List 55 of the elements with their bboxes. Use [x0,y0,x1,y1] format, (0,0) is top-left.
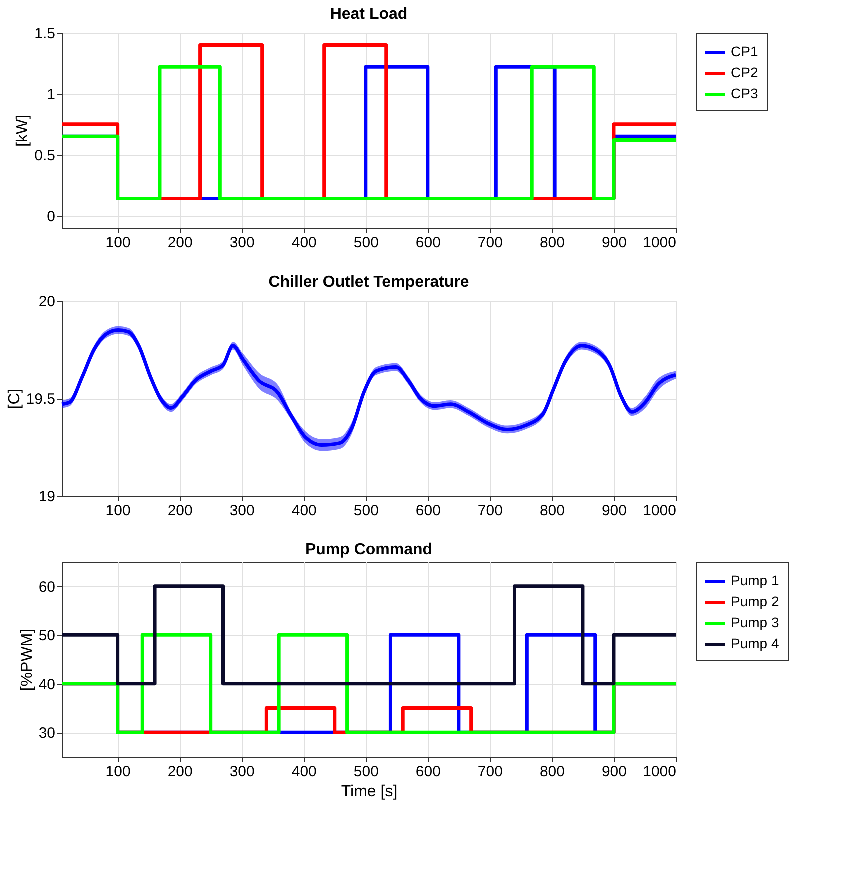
y-tick-label: 0.5 [34,147,56,164]
x-tick-label: 800 [540,502,565,520]
x-tick-label: 100 [106,502,131,520]
y-tick-label: 19 [38,488,56,506]
x-tick-label: 700 [478,764,503,780]
legend-label: Pump 2 [731,594,780,610]
y-tick-label: 30 [38,725,56,742]
chart-title: Pump Command [305,542,433,558]
x-tick-label: 300 [230,764,255,780]
x-tick-label: 500 [354,234,379,252]
x-tick-label: 100 [106,234,131,252]
y-axis-title: [kW] [14,115,32,147]
x-tick-label: 900 [602,764,627,780]
legend-label: CP3 [731,86,758,102]
chart-title: Chiller Outlet Temperature [268,274,470,291]
x-tick-label: 200 [168,764,193,780]
y-tick-label: 60 [38,578,56,596]
x-tick-label: 600 [416,234,441,252]
y-tick-label: 40 [38,676,56,694]
legend-label: Pump 3 [731,614,780,630]
x-tick-label: 300 [230,234,255,252]
x-tick-label: 400 [292,234,317,252]
x-tick-label: 600 [416,502,441,520]
legend-label: CP2 [731,64,758,80]
y-tick-label: 1 [47,86,56,104]
x-tick-label: 1000 [643,502,676,520]
x-tick-label: 100 [106,764,131,780]
x-tick-label: 200 [168,234,193,252]
x-tick-label: 400 [292,502,317,520]
y-axis-title: [%PWM] [18,628,36,692]
y-tick-label: 50 [38,628,56,645]
legend-label: Pump 4 [731,636,780,652]
x-tick-label: 900 [602,234,627,252]
y-tick-label: 19.5 [26,391,56,408]
x-tick-label: 200 [168,502,193,520]
x-tick-label: 900 [602,502,627,520]
x-tick-label: 1000 [643,234,676,252]
x-tick-label: 700 [478,502,503,520]
x-tick-label: 400 [292,764,317,780]
chart-title: Heat Load [330,6,408,23]
legend-label: Pump 1 [731,572,780,588]
x-tick-label: 800 [540,764,565,780]
y-tick-label: 20 [38,294,56,310]
x-axis-title: Time [s] [341,784,398,800]
x-tick-label: 700 [478,234,503,252]
y-tick-label: 0 [47,208,56,226]
x-tick-label: 600 [416,764,441,780]
x-tick-label: 1000 [643,764,676,780]
legend-label: CP1 [731,44,758,60]
x-tick-label: 500 [354,764,379,780]
x-tick-label: 300 [230,502,255,520]
y-tick-label: 1.5 [34,26,56,42]
x-tick-label: 500 [354,502,379,520]
x-tick-label: 800 [540,234,565,252]
y-axis-title: [C] [6,388,24,410]
